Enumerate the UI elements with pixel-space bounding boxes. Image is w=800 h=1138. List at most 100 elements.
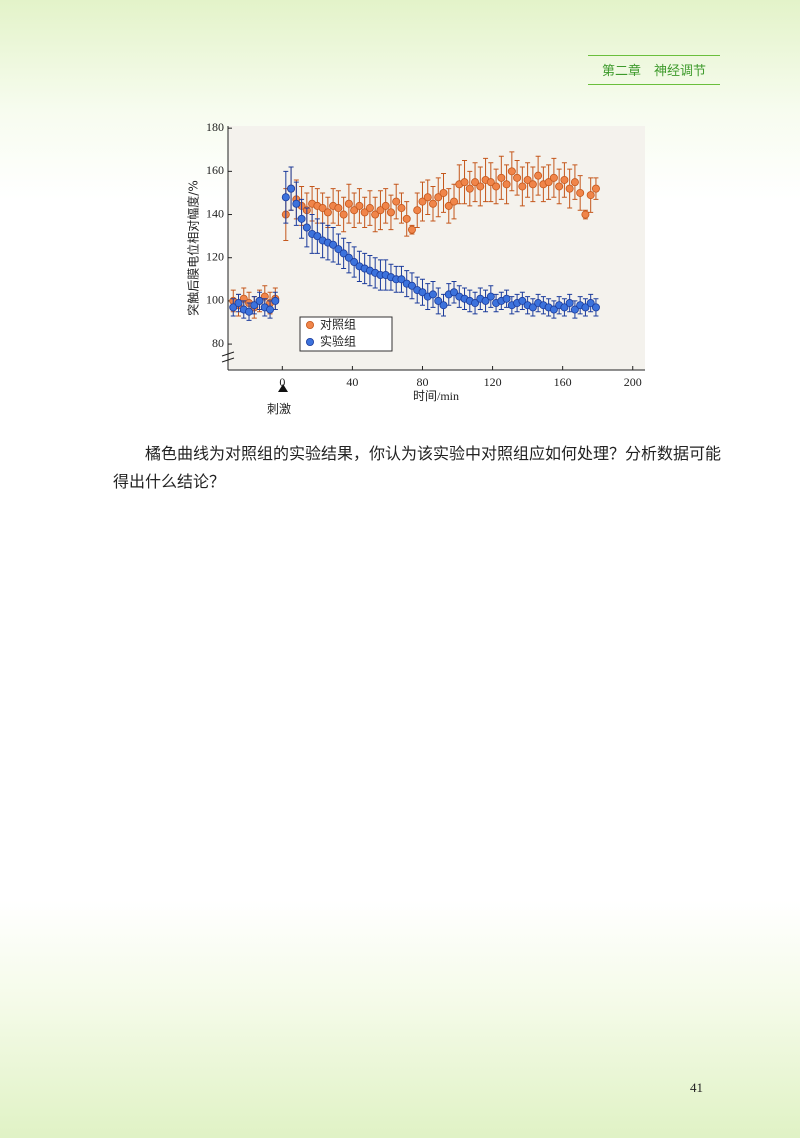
data-point [507,167,516,176]
y-tick-label: 120 [206,249,224,263]
y-tick-label: 140 [206,206,224,220]
x-tick-label: 40 [346,375,358,389]
data-point [486,178,495,187]
data-point [560,175,569,184]
data-point [591,303,600,312]
data-point [555,182,564,191]
data-point [287,184,296,193]
data-point [313,232,322,241]
data-point [523,175,532,184]
data-point [323,208,332,217]
data-point [434,193,443,202]
data-point [376,206,385,215]
y-axis-label: 突触后膜电位相对幅度/% [186,180,201,315]
data-point [534,171,543,180]
data-point [481,296,490,305]
data-point [492,182,501,191]
data-point [560,303,569,312]
x-tick-label: 200 [624,375,642,389]
data-point [549,173,558,182]
data-point [339,249,348,258]
data-point [266,305,275,314]
data-point [434,296,443,305]
data-point [528,303,537,312]
x-axis-label: 时间/min [413,389,459,403]
header-rule [588,84,720,85]
data-point [318,204,327,213]
data-point [549,305,558,314]
data-point [528,180,537,189]
data-point [570,178,579,187]
data-point [297,214,306,223]
data-point [229,303,238,312]
legend-marker [305,337,314,346]
data-point [418,288,427,297]
data-point [570,305,579,314]
data-point [344,199,353,208]
data-point [576,188,585,197]
data-point [586,191,595,200]
data-point [565,184,574,193]
data-point [581,210,590,219]
data-point [450,197,459,206]
data-point [439,188,448,197]
data-point [344,253,353,262]
page-number: 41 [690,1080,703,1095]
data-point [302,223,311,232]
data-point [407,225,416,234]
data-point [418,197,427,206]
data-point [581,303,590,312]
data-point [402,214,411,223]
data-point [465,184,474,193]
x-tick-label: 80 [416,375,428,389]
data-point [428,199,437,208]
data-point [381,201,390,210]
data-point [476,182,485,191]
legend-label: 对照组 [320,318,356,332]
data-point [245,307,254,316]
data-point [329,240,338,249]
data-point [502,180,511,189]
data-point [234,299,243,308]
legend-box [299,316,393,352]
data-point [565,299,574,308]
chart: 突触后膜电位相对幅度/% 时间/min 刺激 80 100 120 140 160 180… [186,120,645,416]
header-rule [588,55,720,56]
legend-marker [305,320,314,329]
data-point [513,173,522,182]
data-point [518,182,527,191]
header-title: 第二章 神经调节 [601,64,706,79]
data-point [397,204,406,213]
body-text: 橘色曲线为对照组的实验结果，你认为该实验中对照组应如何处理？分析数据可能得出什么… [113,444,722,491]
data-point [334,204,343,213]
stimulus-arrow [278,384,288,392]
data-point [281,193,290,202]
data-point [428,290,437,299]
data-point [255,296,264,305]
annotation: 刺激 [267,402,291,416]
data-point [292,199,301,208]
legend-label: 实验组 [320,334,356,349]
data-point [350,206,359,215]
data-point [407,281,416,290]
y-tick-label: 100 [206,293,224,307]
y-tick-label: 180 [206,120,224,134]
data-point [518,296,527,305]
data-point [460,178,469,187]
x-tick-label: 160 [554,375,572,389]
y-tick-label: 160 [206,163,224,177]
data-point [339,210,348,219]
data-point [439,301,448,310]
data-point [444,201,453,210]
data-point [423,193,432,202]
axis-break [221,351,235,363]
data-point [271,296,280,305]
data-point [413,206,422,215]
data-point [591,184,600,193]
data-point [471,178,480,187]
data-point [486,292,495,301]
data-point [397,275,406,284]
data-point [250,301,259,310]
x-tick-label: 120 [484,375,502,389]
